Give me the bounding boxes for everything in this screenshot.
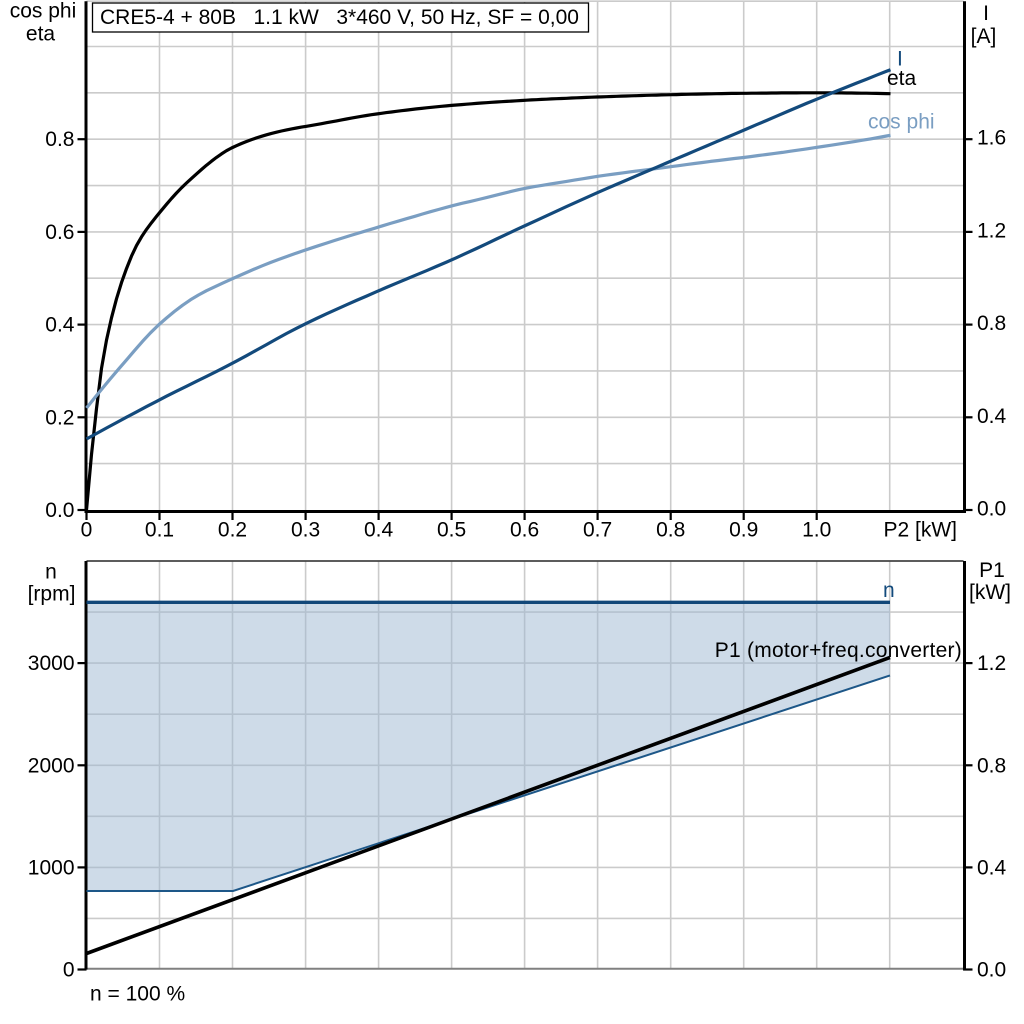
svg-text:n: n [883,579,895,602]
svg-text:1.0: 1.0 [802,519,831,542]
svg-text:1.6: 1.6 [977,127,1006,150]
svg-text:0.0: 0.0 [45,499,74,522]
svg-text:cos phi: cos phi [868,111,935,134]
svg-text:eta: eta [887,67,917,90]
svg-text:CRE5-4 + 80B 1.1 kW 3*460: CRE5-4 + 80B 1.1 kW 3*460 V, 50 Hz, SF =… [100,6,579,29]
svg-text:0.2: 0.2 [218,519,247,542]
svg-text:0: 0 [81,519,93,542]
svg-text:0: 0 [63,959,75,982]
svg-text:P2 [kW]: P2 [kW] [883,519,957,542]
svg-text:0.8: 0.8 [656,519,685,542]
svg-text:0.4: 0.4 [45,314,75,337]
svg-text:0.4: 0.4 [977,405,1007,428]
svg-text:[kW]: [kW] [969,581,1011,604]
svg-text:0.6: 0.6 [45,221,74,244]
svg-text:0.0: 0.0 [977,959,1006,982]
svg-text:0.4: 0.4 [977,856,1007,879]
svg-text:2000: 2000 [28,754,75,777]
svg-text:eta: eta [26,23,56,46]
svg-text:[A]: [A] [971,25,997,48]
svg-text:1.2: 1.2 [977,219,1006,242]
svg-text:P1 (motor+freq.converter): P1 (motor+freq.converter) [715,639,962,662]
svg-text:3000: 3000 [28,652,75,675]
svg-text:0.3: 0.3 [291,519,320,542]
svg-text:[rpm]: [rpm] [28,583,76,606]
svg-text:1000: 1000 [28,856,75,879]
svg-text:0.4: 0.4 [364,519,394,542]
svg-text:0.2: 0.2 [45,406,74,429]
svg-text:0.8: 0.8 [45,128,74,151]
svg-text:0.8: 0.8 [977,754,1006,777]
svg-text:P1: P1 [979,559,1005,582]
svg-text:I: I [983,2,989,25]
svg-text:n: n [45,561,57,584]
svg-text:1.2: 1.2 [977,652,1006,675]
svg-text:0.9: 0.9 [729,519,758,542]
svg-text:0.1: 0.1 [145,519,174,542]
svg-text:0.0: 0.0 [977,498,1006,521]
svg-text:0.7: 0.7 [583,519,612,542]
svg-text:cos phi: cos phi [10,0,77,23]
svg-text:0.8: 0.8 [977,312,1006,335]
svg-text:0.6: 0.6 [510,519,539,542]
svg-text:0.5: 0.5 [437,519,466,542]
svg-text:I: I [897,48,903,71]
svg-text:n = 100 %: n = 100 % [90,983,185,1006]
